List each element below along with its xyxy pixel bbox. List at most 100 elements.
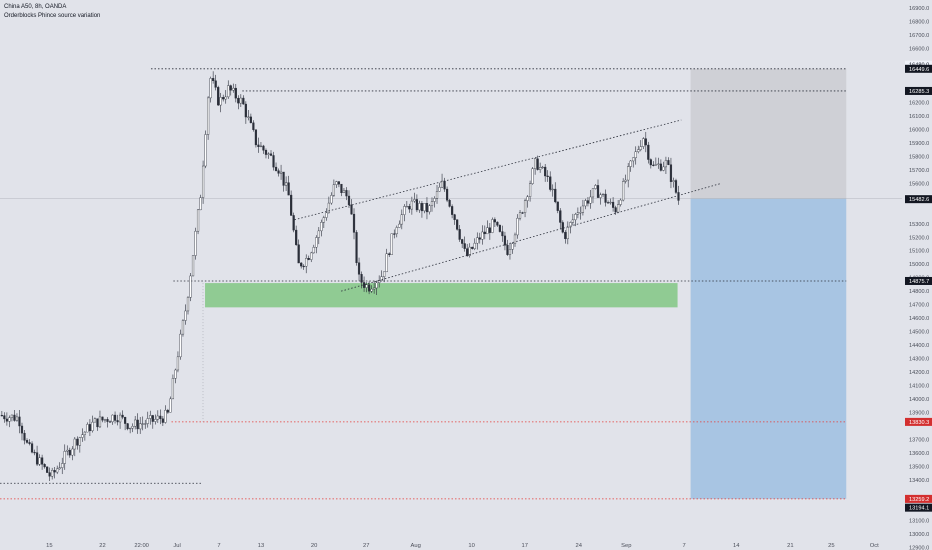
candle-body xyxy=(448,200,451,207)
candle-body xyxy=(554,188,557,203)
candle-body xyxy=(428,205,431,213)
candle-body xyxy=(305,258,308,267)
x-tick-label: 24 xyxy=(576,543,583,549)
candle-body xyxy=(413,199,416,202)
candle-body xyxy=(73,438,76,450)
candle-body xyxy=(51,470,54,477)
candle-body xyxy=(594,185,597,189)
candle-body xyxy=(204,134,207,167)
channel-upper-line xyxy=(294,119,682,221)
x-tick-label: 22 xyxy=(99,543,105,549)
candle-body xyxy=(10,414,14,418)
target-zone xyxy=(690,198,847,499)
candle-body xyxy=(96,418,99,428)
candle-body xyxy=(264,150,268,155)
candle-body xyxy=(242,97,245,105)
price-tag xyxy=(905,503,932,512)
candle-body xyxy=(121,414,124,418)
candle-body xyxy=(224,96,227,100)
x-tick-label: 27 xyxy=(363,543,369,549)
candle-body xyxy=(584,200,587,207)
candle-body xyxy=(617,204,620,213)
candle-body xyxy=(282,171,285,186)
y-tick-label: 16700.0 xyxy=(909,33,929,39)
candle-body xyxy=(176,356,180,371)
x-tick-label: Aug xyxy=(411,543,421,549)
candle-body xyxy=(186,297,190,312)
candle-body xyxy=(357,262,361,275)
candle-body xyxy=(589,196,592,204)
candle-body xyxy=(327,202,330,214)
y-tick-label: 16800.0 xyxy=(909,20,929,26)
candle-body xyxy=(144,423,147,425)
candle-body xyxy=(63,451,66,464)
candle-body xyxy=(669,164,673,182)
candle-body xyxy=(174,369,177,379)
candle-body xyxy=(654,164,657,166)
candle-body xyxy=(546,175,549,177)
candle-body xyxy=(569,222,572,228)
candle-body xyxy=(8,417,11,422)
candle-body xyxy=(259,145,263,148)
candle-body xyxy=(277,170,280,174)
candle-body xyxy=(232,87,235,91)
candle-body xyxy=(15,416,19,421)
y-tick-label: 14500.0 xyxy=(909,330,929,336)
candle-body xyxy=(415,199,418,211)
candle-body xyxy=(360,274,363,283)
x-tick-label: 21 xyxy=(787,543,793,549)
candle-body xyxy=(596,185,600,198)
y-tick-label: 15800.0 xyxy=(909,154,929,160)
candle-body xyxy=(108,421,112,423)
price-tag xyxy=(905,417,932,426)
candle-body xyxy=(212,78,215,81)
candle-body xyxy=(503,235,507,246)
candle-body xyxy=(239,97,242,104)
candle-body xyxy=(606,202,610,204)
candle-body xyxy=(33,451,36,454)
candle-body xyxy=(136,419,139,430)
candle-body xyxy=(201,165,205,198)
candle-body xyxy=(667,160,670,165)
y-tick-label: 15300.0 xyxy=(909,222,929,228)
x-tick-label: 10 xyxy=(468,543,474,549)
candle-body xyxy=(352,213,356,233)
candle-body xyxy=(58,467,61,470)
candle-body xyxy=(23,432,26,441)
candle-body xyxy=(425,203,429,213)
candle-body xyxy=(249,116,252,124)
candle-body xyxy=(111,414,114,423)
candle-body xyxy=(408,206,411,210)
candle-body xyxy=(433,198,436,202)
y-tick-label: 15100.0 xyxy=(909,249,929,255)
candle-body xyxy=(528,183,532,197)
candle-body xyxy=(564,232,567,240)
y-tick-label: 13700.0 xyxy=(909,437,929,443)
candle-body xyxy=(435,191,439,199)
candle-body xyxy=(456,219,459,230)
y-tick-label: 16600.0 xyxy=(909,47,929,53)
y-tick-label: 14300.0 xyxy=(909,357,929,363)
price-tag-label: 15482.6 xyxy=(909,197,929,203)
candle-body xyxy=(103,419,107,421)
candle-body xyxy=(370,288,373,292)
candle-body xyxy=(287,182,290,196)
candles xyxy=(0,71,680,482)
candle-body xyxy=(244,103,247,118)
y-tick-label: 15700.0 xyxy=(909,168,929,174)
candle-body xyxy=(272,155,275,168)
candle-body xyxy=(471,246,474,249)
x-tick-label: 15 xyxy=(46,543,52,549)
candle-body xyxy=(534,158,537,169)
candle-body xyxy=(378,280,381,284)
price-tag-label: 16449.6 xyxy=(909,67,929,73)
candle-body xyxy=(101,416,104,421)
candle-body xyxy=(229,85,232,91)
candle-body xyxy=(375,282,378,289)
candle-body xyxy=(181,320,185,335)
candle-body xyxy=(418,203,421,211)
candle-body xyxy=(501,231,504,237)
candle-body xyxy=(350,204,353,215)
